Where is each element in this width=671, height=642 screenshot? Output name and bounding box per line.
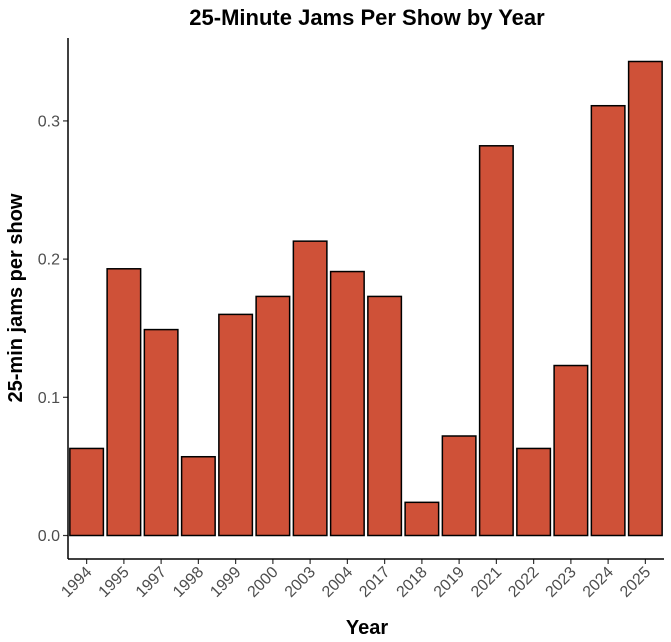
x-tick-label: 1994 [58, 564, 95, 601]
x-tick-label: 2004 [319, 564, 356, 601]
x-tick-label: 2022 [505, 564, 542, 601]
bars-group [69, 60, 663, 537]
bar-1999 [218, 313, 254, 537]
bar-2022 [516, 447, 552, 537]
y-tick-label: 0.1 [38, 390, 60, 407]
x-tick-label: 2021 [468, 564, 505, 601]
x-tick-label: 1995 [96, 564, 133, 601]
y-axis-title: 25-min jams per show [5, 193, 27, 402]
bar-1995 [106, 268, 142, 537]
bar-1998 [180, 455, 216, 537]
bar-2025 [627, 60, 663, 537]
bar-2019 [441, 435, 477, 537]
x-axis-title: Year [346, 617, 388, 639]
x-tick-label: 2003 [282, 564, 319, 601]
bar-2018 [404, 501, 440, 537]
x-tick-label: 1999 [207, 564, 244, 601]
x-tick-label: 1997 [133, 564, 170, 601]
bar-2003 [292, 240, 328, 537]
x-tick-label: 2000 [245, 564, 282, 601]
bar-2023 [553, 364, 589, 537]
x-tick-label: 2018 [394, 564, 431, 601]
chart-title: 25-Minute Jams Per Show by Year [189, 5, 545, 30]
y-tick-label: 0.0 [38, 528, 60, 545]
x-tick-label: 2017 [356, 564, 393, 601]
x-tick-label: 2025 [617, 564, 654, 601]
bar-2000 [255, 295, 291, 537]
x-tick-label: 2024 [580, 564, 617, 601]
bar-2024 [590, 104, 626, 537]
x-tick-label: 1998 [170, 564, 207, 601]
y-tick-label: 0.3 [38, 113, 60, 130]
y-tick-label: 0.2 [38, 252, 60, 269]
x-tick-label: 2019 [431, 564, 468, 601]
bar-2021 [478, 145, 514, 537]
y-axis-ticks: 0.0 0.1 0.2 0.3 [38, 113, 68, 545]
bar-2004 [329, 270, 365, 537]
bar-1997 [143, 328, 179, 537]
x-tick-label: 2023 [543, 564, 580, 601]
x-axis-ticks: 1994 1995 1997 1998 1999 2000 2003 2004 2017 2018… [58, 559, 654, 601]
bar-2017 [367, 295, 403, 537]
bar-1994 [69, 447, 105, 537]
